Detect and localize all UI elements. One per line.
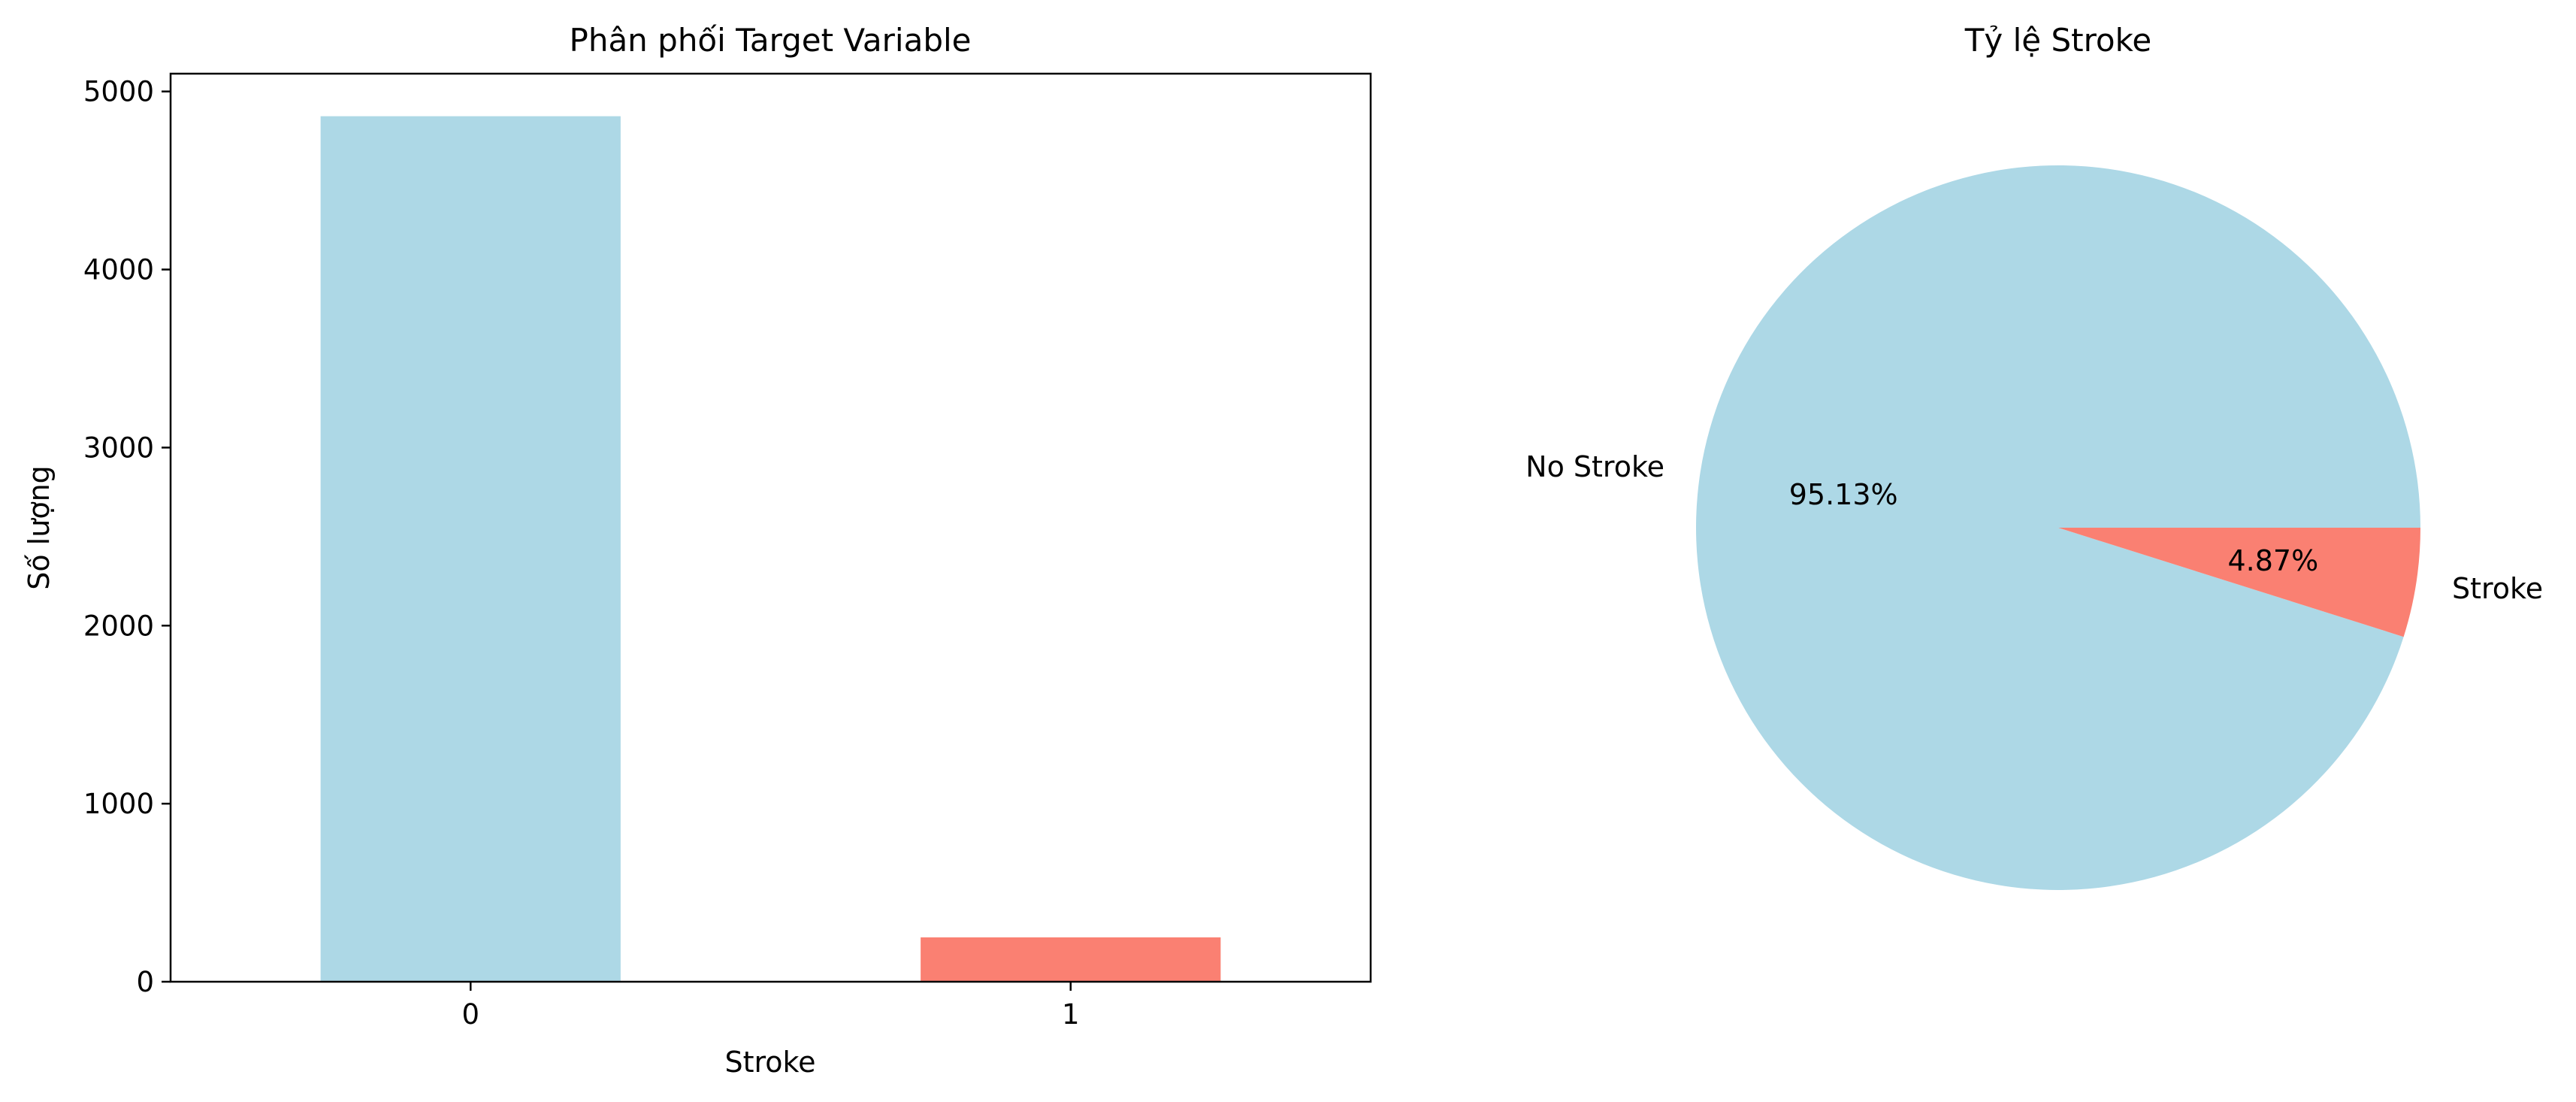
y-tick-label: 1000 <box>83 788 154 820</box>
bar-x-axis-label: Stroke <box>724 1046 815 1079</box>
pie-category-label: Stroke <box>2452 572 2543 605</box>
x-tick-label: 0 <box>461 998 479 1031</box>
pie-slice-no-stroke <box>1696 165 2420 891</box>
bar-axes-frame <box>169 72 1372 983</box>
pie-percent-label: 95.13% <box>1789 478 1898 511</box>
bar-y-axis-label: Số lượng <box>23 465 56 590</box>
pie-chart: Tỷ lệ Stroke No Stroke 95.13% Stroke 4.87% <box>1525 22 2543 891</box>
pie-slices <box>1696 165 2420 891</box>
pie-chart-title: Tỷ lệ Stroke <box>1964 22 2152 59</box>
bar-chart-title: Phân phối Target Variable <box>570 22 972 59</box>
pie-percent-label: 4.87% <box>2227 544 2318 577</box>
y-tick-label: 3000 <box>83 431 154 464</box>
y-tick-label: 5000 <box>83 76 154 108</box>
y-tick-label: 0 <box>136 966 154 998</box>
bar-y-ticks: 0 1000 2000 3000 4000 5000 <box>83 76 171 998</box>
bar-0 <box>320 116 621 982</box>
y-tick-label: 4000 <box>83 254 154 286</box>
pie-labels: No Stroke 95.13% Stroke 4.87% <box>1525 450 2543 605</box>
pie-slice-stroke <box>2058 528 2420 637</box>
x-tick-label: 1 <box>1062 998 1080 1031</box>
pie-category-label: No Stroke <box>1525 450 1664 483</box>
bar-chart: Phân phối Target Variable 0 1000 2000 3000 4… <box>23 22 1372 1079</box>
bar-1 <box>921 937 1221 982</box>
y-tick-label: 2000 <box>83 610 154 642</box>
bar-marks <box>320 116 1221 982</box>
